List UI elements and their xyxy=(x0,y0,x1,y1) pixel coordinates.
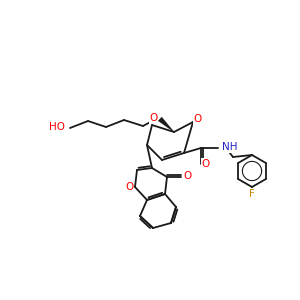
Text: HO: HO xyxy=(49,122,65,132)
Text: O: O xyxy=(194,114,202,124)
Text: O: O xyxy=(183,171,191,181)
Polygon shape xyxy=(158,117,174,132)
Text: O: O xyxy=(125,182,133,192)
Text: NH: NH xyxy=(222,142,238,152)
Text: O: O xyxy=(202,159,210,169)
Text: O: O xyxy=(150,113,158,123)
Text: F: F xyxy=(249,189,255,199)
